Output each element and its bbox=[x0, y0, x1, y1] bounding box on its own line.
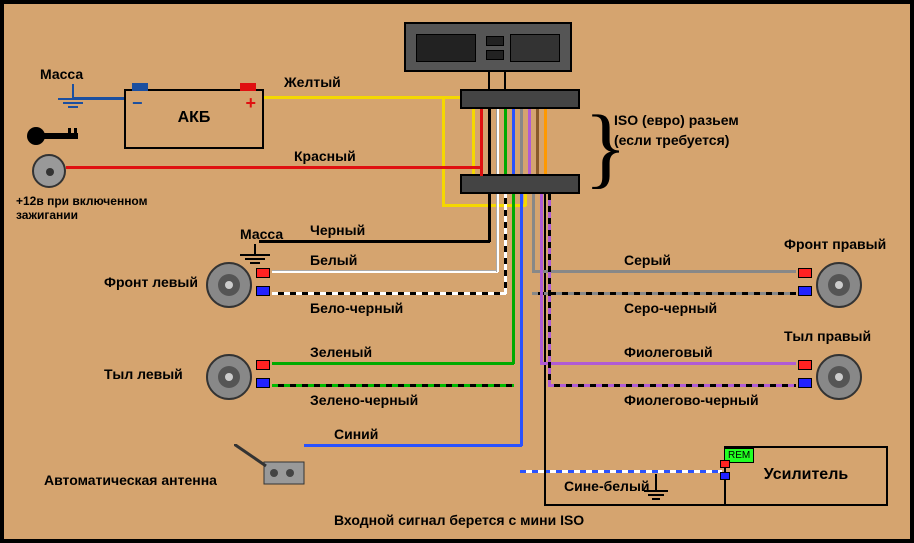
wire-wb-up bbox=[504, 194, 507, 294]
iso-label-2: (если требуется) bbox=[614, 132, 729, 148]
wire-red bbox=[66, 166, 482, 169]
amp-label: Усилитель bbox=[764, 466, 848, 483]
wb-label: Бело-черный bbox=[310, 300, 403, 316]
battery: АКБ − + bbox=[124, 89, 264, 149]
wire-purpleb-up bbox=[548, 194, 551, 386]
ground-icon bbox=[58, 84, 88, 108]
wire-purple-up bbox=[540, 194, 543, 364]
red-label: Красный bbox=[294, 148, 356, 164]
wire-yellow-drop3 bbox=[524, 194, 527, 206]
wire-white-up bbox=[496, 194, 499, 272]
head-unit bbox=[404, 22, 572, 72]
speaker-front-right bbox=[816, 262, 862, 308]
antenna-icon bbox=[234, 444, 314, 499]
bluew-label: Сине-белый bbox=[564, 478, 650, 494]
wire-black bbox=[259, 240, 490, 243]
gb-label: Зелено-черный bbox=[310, 392, 418, 408]
wire-green-up bbox=[512, 194, 515, 364]
wire-green bbox=[272, 362, 514, 365]
wire-blue bbox=[304, 444, 522, 447]
speaker-rear-right bbox=[816, 354, 862, 400]
ignition-label: +12в при включенном зажигании bbox=[16, 194, 147, 222]
wire-black-up bbox=[488, 194, 491, 242]
yellow-label: Желтый bbox=[284, 74, 341, 90]
wire-blue-up bbox=[520, 194, 523, 446]
purple-label: Фиолеговый bbox=[624, 344, 713, 360]
blue-label: Синий bbox=[334, 426, 378, 442]
wire-white bbox=[272, 270, 498, 273]
wire-red-up bbox=[480, 166, 483, 176]
fr-label: Фронт правый bbox=[784, 236, 886, 252]
iso-label-1: ISO (евро) разьем bbox=[614, 112, 739, 128]
black-label: Черный bbox=[310, 222, 365, 238]
massa-label: Масса bbox=[40, 66, 83, 82]
footer-label: Входной сигнал берется с мини ISO bbox=[334, 512, 584, 528]
wire-wb bbox=[272, 292, 506, 295]
grayb-label: Серо-черный bbox=[624, 300, 717, 316]
wire-yellow bbox=[264, 96, 460, 99]
iso-connector-bottom bbox=[460, 174, 580, 194]
fl-label: Фронт левый bbox=[104, 274, 198, 290]
wire-grayb bbox=[532, 292, 796, 295]
wire-gb bbox=[272, 384, 514, 387]
signal-line-2 bbox=[544, 504, 724, 506]
wire-ground bbox=[72, 97, 124, 100]
wire-purpleb bbox=[548, 384, 796, 387]
wire-yellow-drop1 bbox=[442, 96, 445, 206]
wiring-diagram: } ISO (евро) разьем (если требуется) Мас… bbox=[0, 0, 914, 543]
ground-icon-3 bbox=[644, 474, 668, 500]
key-icon bbox=[24, 122, 84, 155]
wire-bluew bbox=[520, 470, 722, 473]
iso-connector-top bbox=[460, 89, 580, 109]
white-label: Белый bbox=[310, 252, 357, 268]
speaker-rear-left bbox=[206, 354, 252, 400]
battery-label: АКБ bbox=[178, 109, 211, 126]
green-label: Зеленый bbox=[310, 344, 372, 360]
ant-label: Автоматическая антенна bbox=[44, 472, 217, 488]
speaker-front-left bbox=[206, 262, 252, 308]
ignition-icon bbox=[32, 154, 66, 188]
rr-label: Тыл правый bbox=[784, 328, 871, 344]
rl-label: Тыл левый bbox=[104, 366, 183, 382]
gray-label: Серый bbox=[624, 252, 671, 268]
signal-line-1 bbox=[544, 194, 546, 506]
wire-gray-up bbox=[532, 194, 535, 272]
wire-gray bbox=[532, 270, 796, 273]
purpleb-label: Фиолегово-черный bbox=[624, 392, 759, 408]
wire-purple bbox=[540, 362, 796, 365]
ground-icon-2 bbox=[240, 244, 270, 264]
